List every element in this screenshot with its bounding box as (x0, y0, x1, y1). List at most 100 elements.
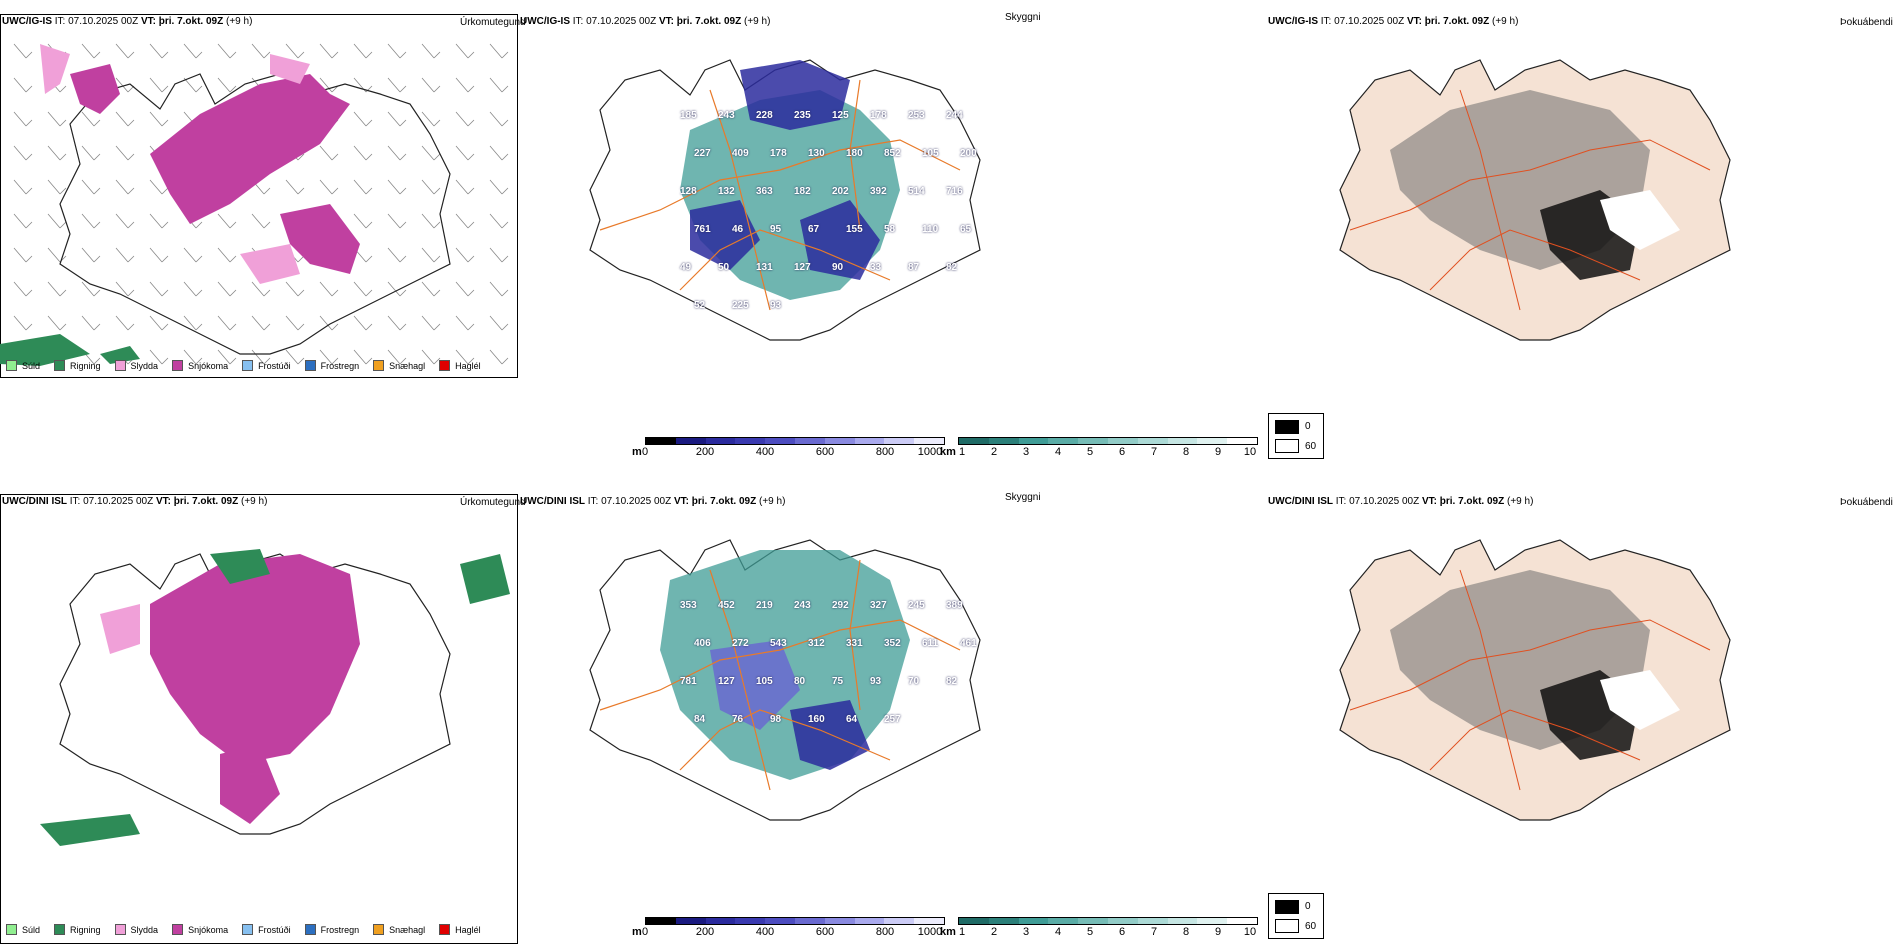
tick-label: 5 (1086, 446, 1094, 458)
cloud-base-label: 761 (694, 224, 711, 235)
precip-name-row2: Úrkomutegund (460, 497, 526, 508)
cloud-base-label: 93 (870, 676, 882, 687)
fog-gray-area (1390, 570, 1650, 750)
fog-gray-area (1390, 90, 1650, 270)
cloud-base-label: 155 (846, 224, 863, 235)
cloud-base-label: 409 (732, 148, 749, 159)
cloud-base-label: 33 (870, 262, 882, 273)
cloud-base-label: 611 (922, 638, 939, 649)
legend-item: Frostúði (242, 924, 291, 935)
road-network (599, 79, 961, 311)
cloud-base-label: 327 (870, 600, 887, 611)
cloud-base-unit-row1: m (632, 446, 642, 458)
fog-legend-swatch-dark (1275, 900, 1299, 914)
cloud-base-label: 130 (808, 148, 825, 159)
cloud-base-label: 716 (946, 186, 963, 197)
precip-legend-row1: Súld Rigning Slydda Snjókoma Frostúði Fr… (6, 360, 495, 371)
road-network (1349, 569, 1711, 791)
tick-label: 6 (1118, 926, 1126, 938)
tick-label: 0 (641, 446, 649, 458)
fog-dark-area (1540, 670, 1640, 760)
fog-legend-swatch-dark (1275, 420, 1299, 434)
legend-swatch (54, 924, 66, 935)
cloud-base-colorbar-row2 (645, 917, 945, 925)
cloud-teal-area (680, 90, 900, 300)
legend-swatch (6, 360, 17, 371)
cloud-blue-area-2 (690, 200, 760, 270)
legend-item: Súld (6, 924, 40, 935)
cloud-base-label: 272 (732, 638, 749, 649)
cloud-base-label: 200 (960, 148, 977, 159)
tick-label: 2 (990, 446, 998, 458)
tick-label: 3 (1022, 446, 1030, 458)
precip-panel-row1 (0, 14, 518, 378)
legend-item: Rigning (54, 360, 101, 371)
legend-item: Snæhagl (373, 360, 425, 371)
visibility-unit-row2: km (940, 926, 956, 938)
fog-dark-area (1540, 190, 1640, 280)
cloud-base-label: 82 (946, 676, 958, 687)
legend-item: Slydda (114, 924, 158, 935)
cloud-base-label: 235 (794, 110, 811, 121)
legend-item: Rigning (54, 924, 101, 935)
fog-legend-row2: 0 60 (1268, 893, 1324, 939)
tick-label: 800 (875, 446, 895, 458)
cloud-base-label: 75 (832, 676, 844, 687)
legend-swatch (54, 360, 66, 371)
legend-swatch (6, 924, 17, 935)
tick-label: 400 (755, 446, 775, 458)
tick-label: 7 (1150, 926, 1158, 938)
cloud-base-label: 227 (694, 148, 711, 159)
cloud-base-label: 70 (908, 676, 920, 687)
cloud-base-label: 225 (732, 300, 749, 311)
cloud-base-label: 52 (694, 300, 706, 311)
cloud-base-label: 127 (794, 262, 811, 273)
cloud-base-colorbar-row1 (645, 437, 945, 445)
cloud-base-label: 243 (718, 110, 735, 121)
cloud-base-label: 514 (908, 186, 925, 197)
fog-legend-swatch-light (1275, 919, 1299, 933)
tick-label: 600 (815, 446, 835, 458)
legend-swatch (304, 924, 316, 935)
tick-label: 200 (695, 926, 715, 938)
tick-label: 2 (990, 926, 998, 938)
cloud-name-row1: Skyggni (1005, 12, 1041, 23)
tick-label: 5 (1086, 926, 1094, 938)
cloud-base-label: 363 (756, 186, 773, 197)
tick-label: 9 (1214, 446, 1222, 458)
cloud-base-label: 178 (870, 110, 887, 121)
cloud-base-label: 93 (770, 300, 782, 311)
cloud-base-label: 49 (680, 262, 692, 273)
tick-label: 7 (1150, 446, 1158, 458)
legend-item: Snjókoma (172, 360, 228, 371)
cloud-base-unit-row2: m (632, 926, 642, 938)
cloud-title-row1: UWC/IG-IS IT: 07.10.2025 00Z VT: þri. 7.… (520, 16, 771, 27)
cloud-base-label: 84 (694, 714, 706, 725)
cloud-base-label: 67 (808, 224, 820, 235)
precip-title-row2: UWC/DINI ISL IT: 07.10.2025 00Z VT: þri.… (2, 496, 268, 507)
fog-legend-label: 60 (1305, 441, 1317, 452)
cloud-base-label: 131 (756, 262, 773, 273)
cloud-base-label: 253 (908, 110, 925, 121)
legend-swatch (172, 924, 184, 935)
cloud-base-label: 125 (832, 110, 849, 121)
legend-item: Slydda (114, 360, 158, 371)
cloud-base-label: 132 (718, 186, 735, 197)
legend-swatch (304, 360, 316, 371)
fog-legend-label: 0 (1305, 901, 1311, 912)
cloud-base-label: 257 (884, 714, 901, 725)
cloud-base-label: 128 (680, 186, 697, 197)
tick-label: 10 (1243, 926, 1257, 938)
cloud-base-label: 127 (718, 676, 735, 687)
cloud-base-label: 178 (770, 148, 787, 159)
tick-label: 9 (1214, 926, 1222, 938)
legend-swatch (439, 360, 451, 371)
legend-swatch (373, 360, 385, 371)
legend-swatch (439, 924, 451, 935)
tick-label: 0 (641, 926, 649, 938)
tick-label: 1000 (917, 446, 943, 458)
visibility-colorbar-row1 (958, 437, 1258, 445)
cloud-base-label: 331 (846, 638, 863, 649)
cloud-base-label: 452 (718, 600, 735, 611)
cloud-base-label: 160 (808, 714, 825, 725)
